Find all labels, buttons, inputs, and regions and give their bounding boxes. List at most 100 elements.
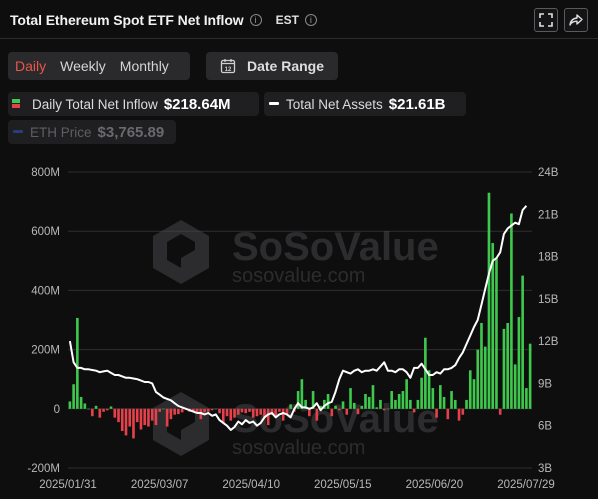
inflow-bar — [424, 337, 427, 409]
inflow-bar — [236, 408, 240, 415]
info-icon[interactable]: i — [249, 14, 262, 26]
inflow-bar — [345, 408, 349, 415]
chart-header: Total Ethereum Spot ETF Net Inflow i EST… — [10, 8, 588, 32]
x-tick-label: 2025/05/15 — [314, 479, 372, 491]
timezone-info-icon[interactable]: i — [304, 14, 317, 26]
inflow-bar — [461, 408, 465, 415]
inflow-bar — [465, 399, 468, 409]
inflow-bar — [154, 408, 158, 426]
inflow-bar — [409, 399, 412, 409]
inflow-bar — [91, 408, 94, 417]
y-right-tick-label: 6B — [538, 421, 552, 433]
inflow-bar — [158, 408, 161, 412]
inflow-bar — [105, 408, 109, 411]
inflow-bar — [502, 328, 506, 409]
chart-title: Total Ethereum Spot ETF Net Inflow — [10, 12, 244, 28]
legend-price[interactable]: ETH Price $3,765.89 — [8, 120, 176, 144]
inflow-bar — [491, 243, 495, 409]
inflow-bar — [195, 408, 199, 414]
inflow-bar — [528, 343, 532, 409]
share-button[interactable] — [564, 8, 588, 32]
inflow-bar — [165, 408, 169, 427]
inflow-bar — [495, 257, 498, 409]
legend-price-label: ETH Price — [30, 124, 92, 140]
inflow-bar — [315, 408, 319, 421]
y-left-tick-label: 400M — [31, 285, 60, 297]
legend-assets-value: $21.61B — [388, 95, 446, 113]
date-range-button[interactable]: 12 Date Range — [206, 52, 338, 80]
tab-monthly[interactable]: Monthly — [119, 58, 169, 74]
inflow-bar — [109, 406, 113, 409]
inflow-bar — [94, 405, 98, 409]
timezone-label[interactable]: EST — [275, 13, 299, 27]
inflow-bar — [483, 346, 487, 409]
y-right-tick-label: 18B — [538, 252, 559, 264]
legend-inflow[interactable]: Daily Total Net Inflow $218.64M — [8, 92, 259, 116]
inflow-bar — [513, 364, 517, 409]
inflow-bar — [132, 408, 135, 439]
fullscreen-button[interactable] — [534, 8, 558, 32]
inflow-bar — [143, 408, 147, 426]
inflow-bar — [229, 408, 233, 421]
inflow-bar — [72, 384, 75, 409]
watermark-brand-2: SoSoValue — [232, 397, 439, 441]
inflow-bar — [128, 408, 132, 427]
tab-weekly[interactable]: Weekly — [60, 58, 106, 74]
fullscreen-icon — [539, 13, 553, 27]
inflow-bar — [274, 408, 277, 417]
inflow-bar — [120, 408, 124, 431]
x-tick-label: 2025/07/29 — [497, 479, 555, 491]
interval-tabs: Daily Weekly Monthly — [8, 52, 190, 80]
legend-assets-label: Total Net Assets — [286, 96, 383, 112]
price-swatch-icon — [13, 130, 23, 133]
inflow-bar — [162, 408, 165, 410]
watermark-brand: SoSoValue — [232, 225, 439, 269]
share-icon — [569, 14, 583, 26]
calendar-icon: 12 — [220, 59, 236, 74]
y-right-tick-label: 9B — [538, 378, 552, 390]
y-right-tick-label: 21B — [538, 209, 559, 221]
inflow-bar — [221, 408, 225, 424]
watermark-url-2: sosovalue.com — [232, 437, 365, 459]
inflow-bar — [203, 408, 206, 413]
inflow-bar — [240, 408, 244, 413]
inflow-bar — [364, 394, 367, 409]
inflow-bar — [412, 408, 416, 413]
watermark: SoSoValue sosovalue.com SoSoValue sosova… — [153, 220, 439, 459]
x-tick-label: 2025/03/07 — [131, 479, 189, 491]
inflow-bar — [356, 408, 360, 415]
legend-assets[interactable]: Total Net Assets $21.61B — [264, 92, 466, 116]
inflow-bar — [218, 408, 221, 414]
legend-inflow-value: $218.64M — [163, 95, 231, 113]
inflow-bar — [334, 405, 337, 409]
inflow-bar — [244, 408, 248, 414]
inflow-bar — [210, 408, 214, 411]
inflow-bar — [323, 399, 326, 409]
tab-daily[interactable]: Daily — [15, 58, 47, 74]
inflow-bar — [68, 401, 72, 409]
inflow-bar — [124, 408, 128, 436]
total-net-assets-line — [68, 205, 528, 431]
inflow-bar — [506, 322, 509, 409]
inflow-bar — [311, 391, 315, 409]
inflow-bar — [300, 379, 304, 409]
inflow-bar — [341, 401, 345, 409]
inflow-bar — [177, 408, 180, 415]
inflow-bar — [278, 408, 281, 412]
watermark-url: sosovalue.com — [232, 265, 365, 287]
inflow-bar — [349, 388, 352, 409]
inflow-bar — [289, 404, 292, 409]
inflow-bar — [233, 408, 236, 418]
inflow-bar — [401, 391, 405, 409]
inflow-bar — [498, 408, 502, 415]
inflow-bar — [337, 408, 341, 411]
y-right-tick-label: 12B — [538, 336, 559, 348]
y-left-tick-label: 0 — [54, 404, 60, 416]
inflow-bar — [173, 408, 176, 415]
legend-price-value: $3,765.89 — [97, 123, 165, 141]
inflow-bar — [468, 370, 472, 409]
inflow-bar — [510, 213, 513, 409]
inflow-bar — [319, 405, 322, 409]
inflow-bar — [117, 408, 120, 423]
